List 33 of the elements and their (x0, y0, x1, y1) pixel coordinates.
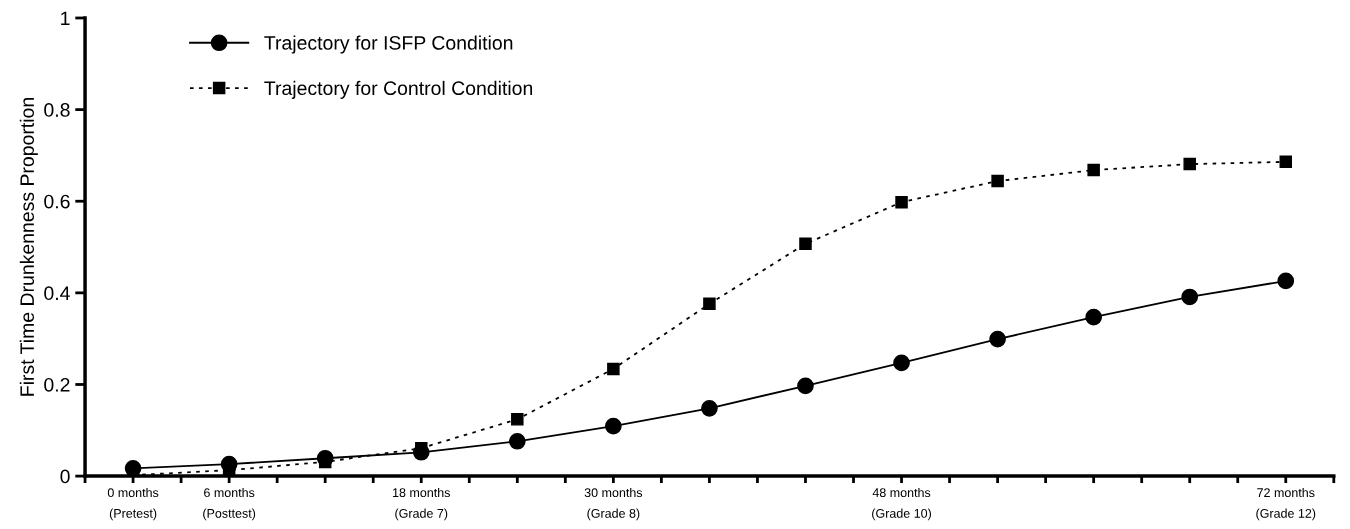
x-tick-label: 48 months (Grade 10) (872, 487, 931, 521)
point (508, 432, 526, 450)
x-tick-label: 18 months (Grade 7) (393, 487, 450, 521)
point (1085, 308, 1102, 326)
y-tick-label: 0.8 (44, 103, 70, 117)
point (605, 417, 622, 435)
y-tick-label: 1 (61, 11, 70, 26)
y-tick-label: 0 (60, 469, 70, 484)
point (701, 399, 718, 417)
point (799, 237, 812, 251)
y-axis-title: First Time Drunkenness Proportion (19, 98, 38, 396)
y-tick-label: 0.4 (44, 286, 70, 301)
x-tick-label: 6 months (Posttest) (203, 487, 256, 521)
point (895, 195, 908, 209)
point (989, 330, 1006, 348)
point (703, 297, 716, 311)
point (607, 362, 620, 376)
y-tick-label: 0.2 (44, 377, 70, 392)
point (797, 377, 814, 395)
y-tick-label: 0.6 (44, 194, 70, 209)
point (1279, 155, 1293, 169)
point (991, 174, 1004, 188)
legend-label: Trajectory for Control Condition (264, 80, 533, 99)
x-tick-label: 30 months (Grade 8) (584, 487, 643, 521)
point (1183, 157, 1196, 171)
legend-label: Trajectory for ISFP Condition (264, 35, 513, 54)
point (1181, 288, 1199, 306)
point (1087, 163, 1100, 177)
x-tick-label: 72 months (Grade 12) (1256, 487, 1316, 521)
point (893, 354, 910, 372)
point (511, 413, 524, 426)
x-tick-label: 0 months (Pretest) (107, 487, 159, 521)
point (1277, 272, 1295, 290)
